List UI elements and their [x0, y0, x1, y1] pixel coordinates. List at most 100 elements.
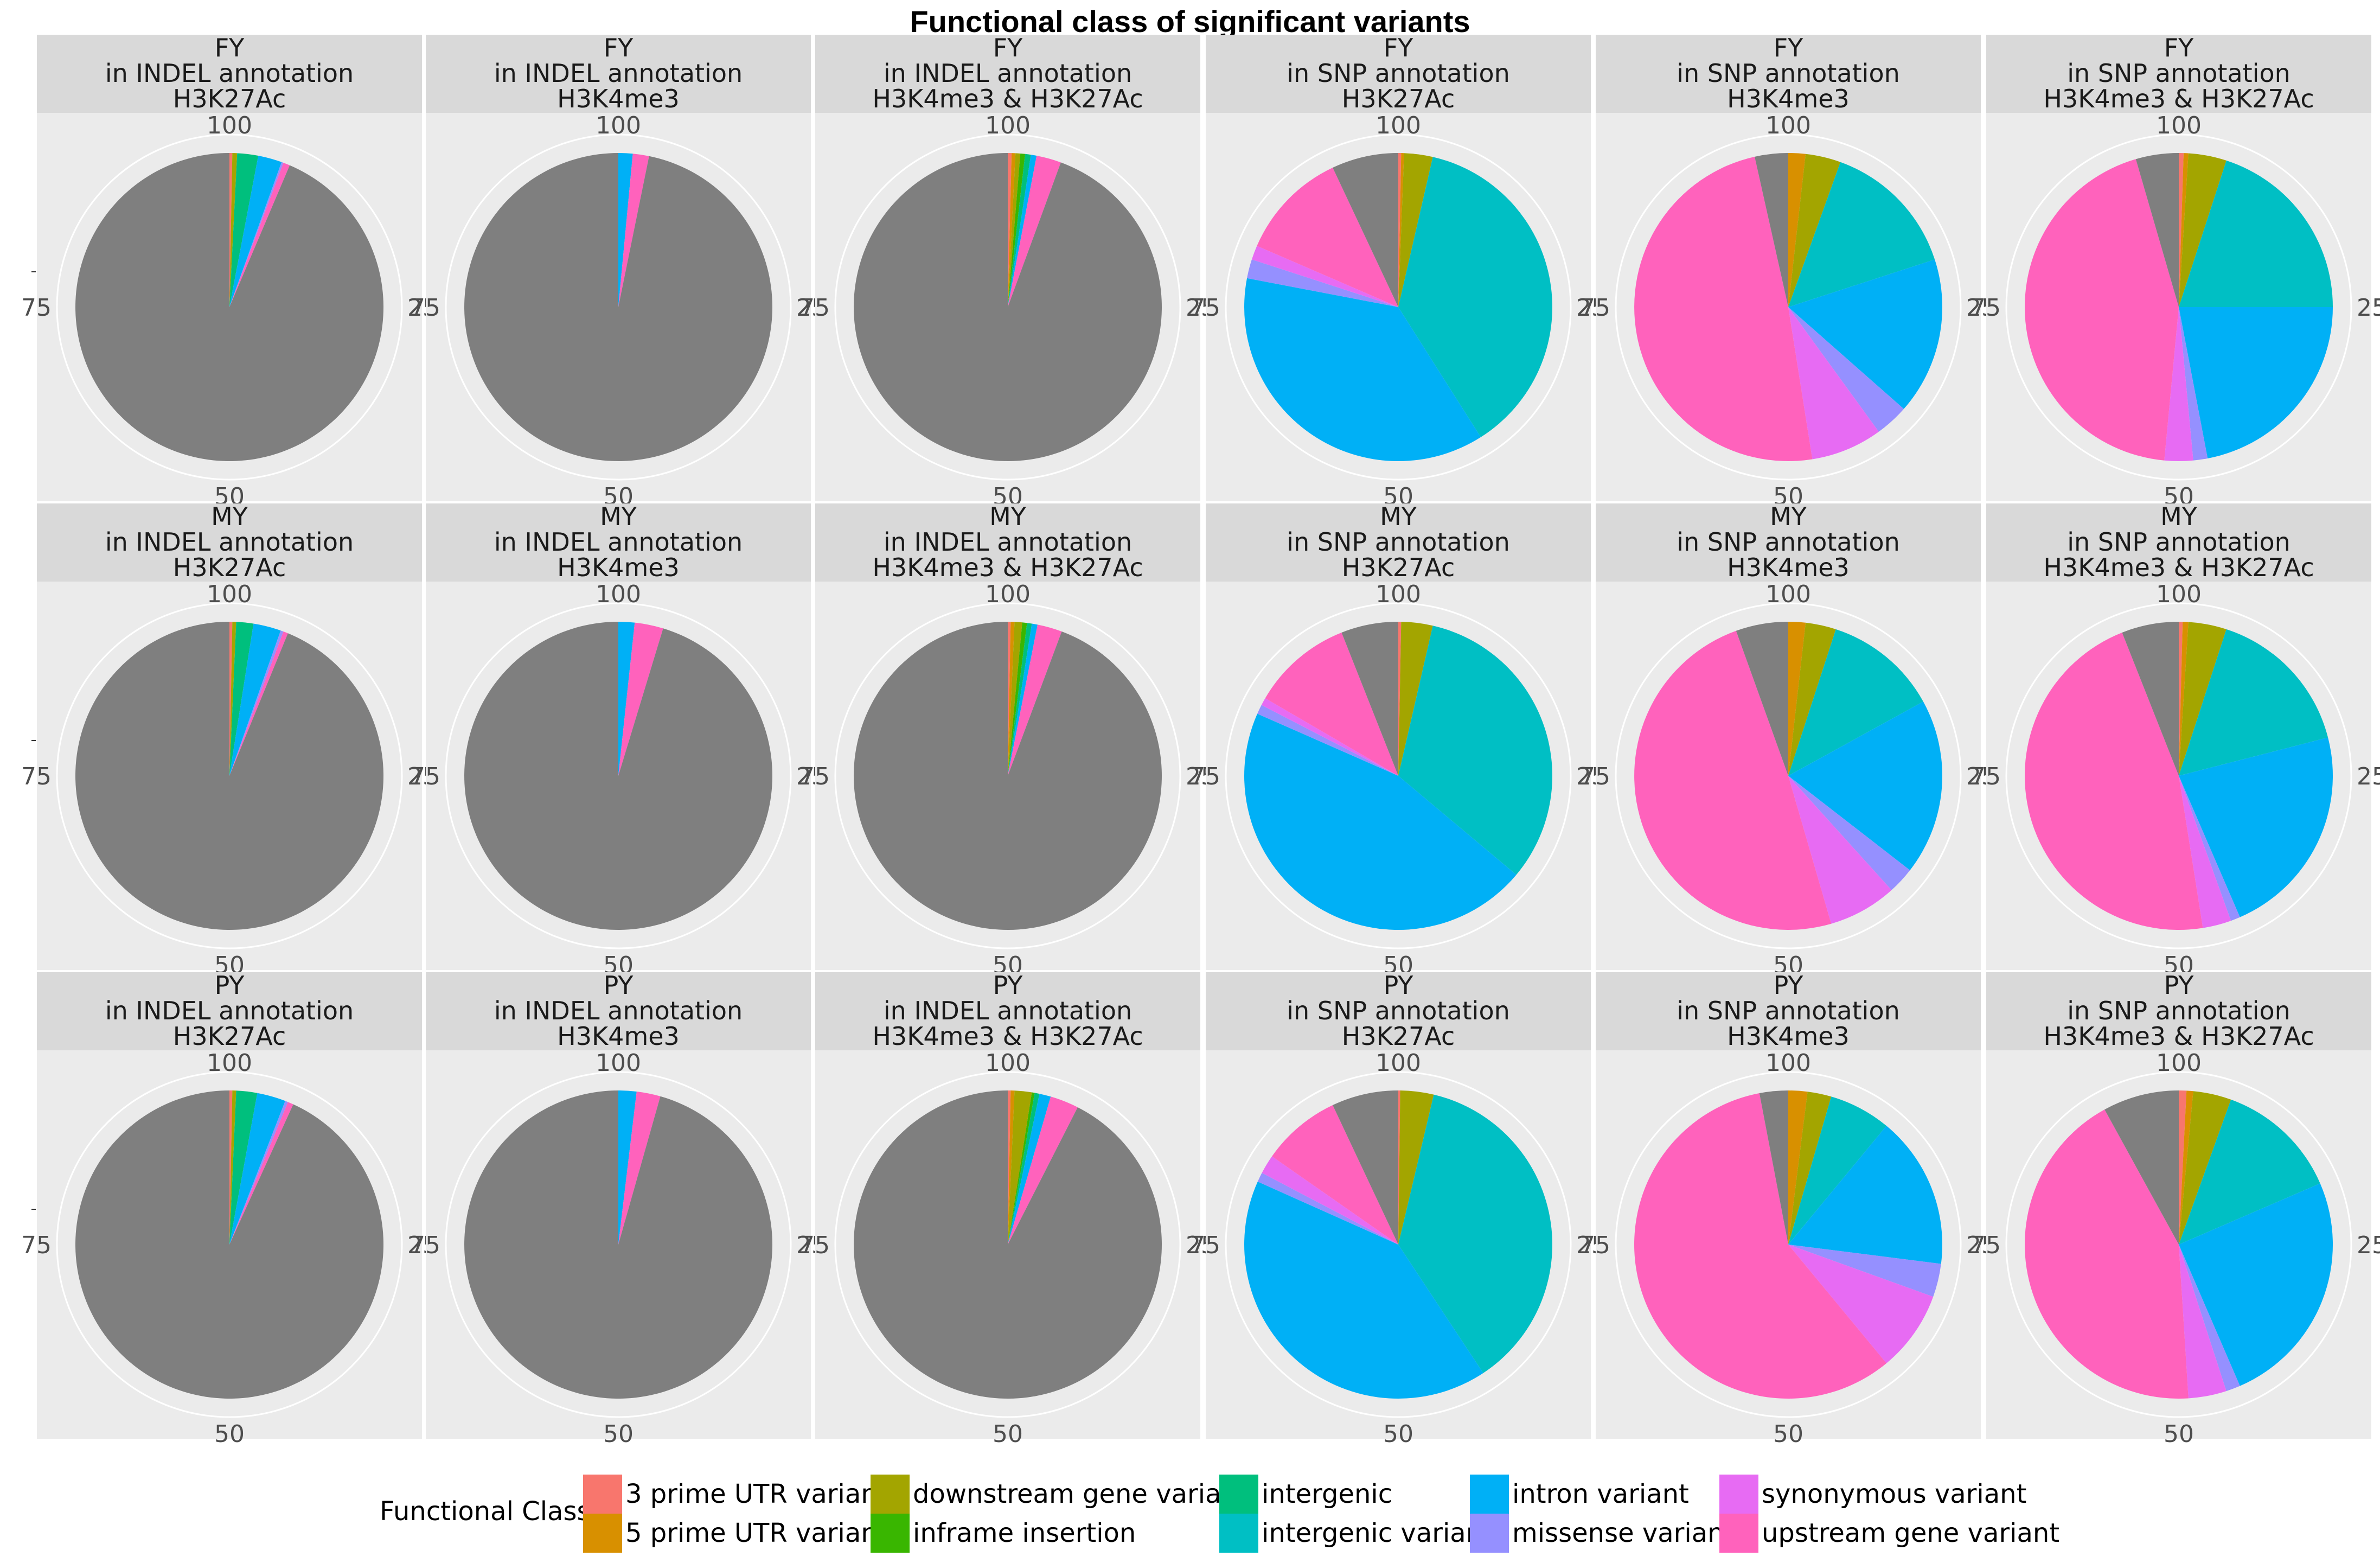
angle-tick-label: 100: [207, 580, 252, 608]
polar-grid-circle: [56, 133, 403, 481]
pie-slice-missense-variant: [229, 630, 284, 776]
facet-label-group: MY: [989, 502, 1027, 531]
facet-label-annotation: in SNP annotation: [2067, 527, 2291, 557]
polar-grid-circle: [445, 133, 792, 481]
pie-slice-3-prime-UTR-variant: [2179, 622, 2183, 776]
polar-grid-circle: [1225, 602, 1572, 949]
facet-label-mark: H3K4me3: [557, 553, 680, 582]
pie-slice-synonymous-variant: [2179, 776, 2231, 928]
facet-label-group: PY: [2164, 971, 2195, 1000]
facet-label-annotation: in INDEL annotation: [494, 527, 743, 557]
pie-slice-upstream-gene-variant: [1008, 1096, 1078, 1245]
pie-slice-intergenic: [229, 153, 259, 307]
pie-slice-intergenic: [1008, 1093, 1040, 1245]
angle-tick-label: 50: [603, 1420, 634, 1448]
pie-slice-intron-variant: [1244, 278, 1481, 461]
pie-slice-intergenic-variant: [1788, 1096, 1887, 1245]
angle-tick-label: 75: [799, 1232, 830, 1259]
legend-key: [1719, 1514, 1758, 1553]
legend-key: [871, 1514, 910, 1553]
pie-slice-downstream-gene-variant: [1398, 1090, 1434, 1245]
angle-tick-label: 100: [985, 580, 1031, 608]
angle-tick-label: 100: [1765, 1049, 1811, 1077]
pie-slice-upstream-gene-variant: [1257, 168, 1398, 307]
facet-label-annotation: in SNP annotation: [1287, 527, 1510, 557]
angle-tick-label: 50: [2164, 1420, 2194, 1448]
pie-slice-other: [464, 1090, 773, 1399]
pie-slice-other: [2104, 1090, 2179, 1245]
pie-slice-other: [464, 622, 773, 930]
facet-label-mark: H3K4me3 & H3K27Ac: [872, 84, 1143, 113]
pie-slice-downstream-gene-variant: [1788, 1092, 1832, 1245]
facet-label-mark: H3K4me3 & H3K27Ac: [872, 1022, 1143, 1051]
legend-label: downstream gene variant: [913, 1479, 1248, 1509]
pie-slice-intron-variant: [1244, 1181, 1483, 1399]
facet-strip: [1206, 35, 1591, 113]
facet-strip: [1986, 503, 2371, 582]
pie-slice-intron-variant: [1008, 1094, 1051, 1245]
pie-slice-upstream-gene-variant: [2025, 159, 2179, 461]
pie-slice-5-prime-UTR-variant: [1788, 1090, 1808, 1245]
angle-tick-label: 75: [1190, 294, 1220, 322]
facet-label-annotation: in INDEL annotation: [105, 59, 354, 88]
facet-label-annotation: in INDEL annotation: [884, 527, 1132, 557]
pie-slice-synonymous-variant: [1788, 307, 1879, 460]
pie-slice-missense-variant: [229, 162, 284, 307]
angle-tick-label: 75: [799, 294, 830, 322]
angle-tick-label: 50: [1383, 1420, 1413, 1448]
polar-grid-circle: [834, 1071, 1181, 1418]
pie-slice-missense-variant: [1257, 1172, 1398, 1245]
facet-strip: [1206, 503, 1591, 582]
pie-slice-intron-variant: [618, 153, 633, 307]
pie-slice-synonymous-variant: [1251, 246, 1398, 307]
polar-grid-circle: [1225, 133, 1572, 481]
angle-tick-label: 75: [1580, 294, 1610, 322]
pie-slice-downstream-gene-variant: [229, 622, 236, 776]
facet-strip: [37, 503, 422, 582]
pie-slice-downstream-gene-variant: [2179, 153, 2227, 307]
angle-tick-label: 75: [21, 294, 52, 322]
pie-slice-synonymous-variant: [1788, 1245, 1934, 1363]
pie-slice-downstream-gene-variant: [229, 1090, 236, 1245]
pie-slice-inframe-insertion: [1008, 622, 1027, 776]
polar-grid-circle: [2005, 1071, 2352, 1418]
pie-slice-upstream-gene-variant: [1634, 630, 1832, 930]
facet-label-mark: H3K4me3 & H3K27Ac: [2043, 1022, 2314, 1051]
polar-grid-circle: [56, 602, 403, 949]
pie-slice-intergenic-variant: [1788, 629, 1923, 776]
angle-tick-label: 100: [1375, 112, 1421, 139]
pie-slice-missense-variant: [2179, 1245, 2240, 1392]
angle-tick-label: 100: [2156, 112, 2202, 139]
angle-tick-label: 100: [596, 1049, 641, 1077]
angle-tick-label: 100: [2156, 1049, 2202, 1077]
pie-slice-other: [2122, 622, 2179, 776]
legend-key: [1219, 1475, 1258, 1514]
pie-slice-other: [854, 1090, 1162, 1399]
facet-strip: [1596, 503, 1981, 582]
pie-slice-5-prime-UTR-variant: [2179, 1090, 2193, 1245]
facet-label-mark: H3K4me3: [557, 84, 680, 113]
angle-tick-label: 100: [1765, 112, 1811, 139]
pie-slice-5-prime-UTR-variant: [1788, 153, 1806, 307]
legend-key: [1470, 1475, 1509, 1514]
facet-label-annotation: in SNP annotation: [1677, 527, 1900, 557]
polar-grid-circle: [1615, 133, 1962, 481]
pie-slice-downstream-gene-variant: [1788, 154, 1841, 307]
angle-tick-label: 100: [596, 580, 641, 608]
polar-grid-circle: [1615, 1071, 1962, 1418]
pie-slice-downstream-gene-variant: [1008, 622, 1022, 776]
pie-slice-other: [1333, 153, 1398, 307]
facet-label-annotation: in INDEL annotation: [884, 59, 1132, 88]
angle-tick-label: 75: [1580, 1232, 1610, 1259]
angle-tick-label: 75: [1970, 294, 2001, 322]
pie-slice-missense-variant: [1247, 259, 1398, 307]
pie-slice-intron-variant: [2179, 1183, 2333, 1386]
facet-label-mark: H3K4me3: [557, 1022, 680, 1051]
pie-slice-3-prime-UTR-variant: [1398, 622, 1402, 776]
